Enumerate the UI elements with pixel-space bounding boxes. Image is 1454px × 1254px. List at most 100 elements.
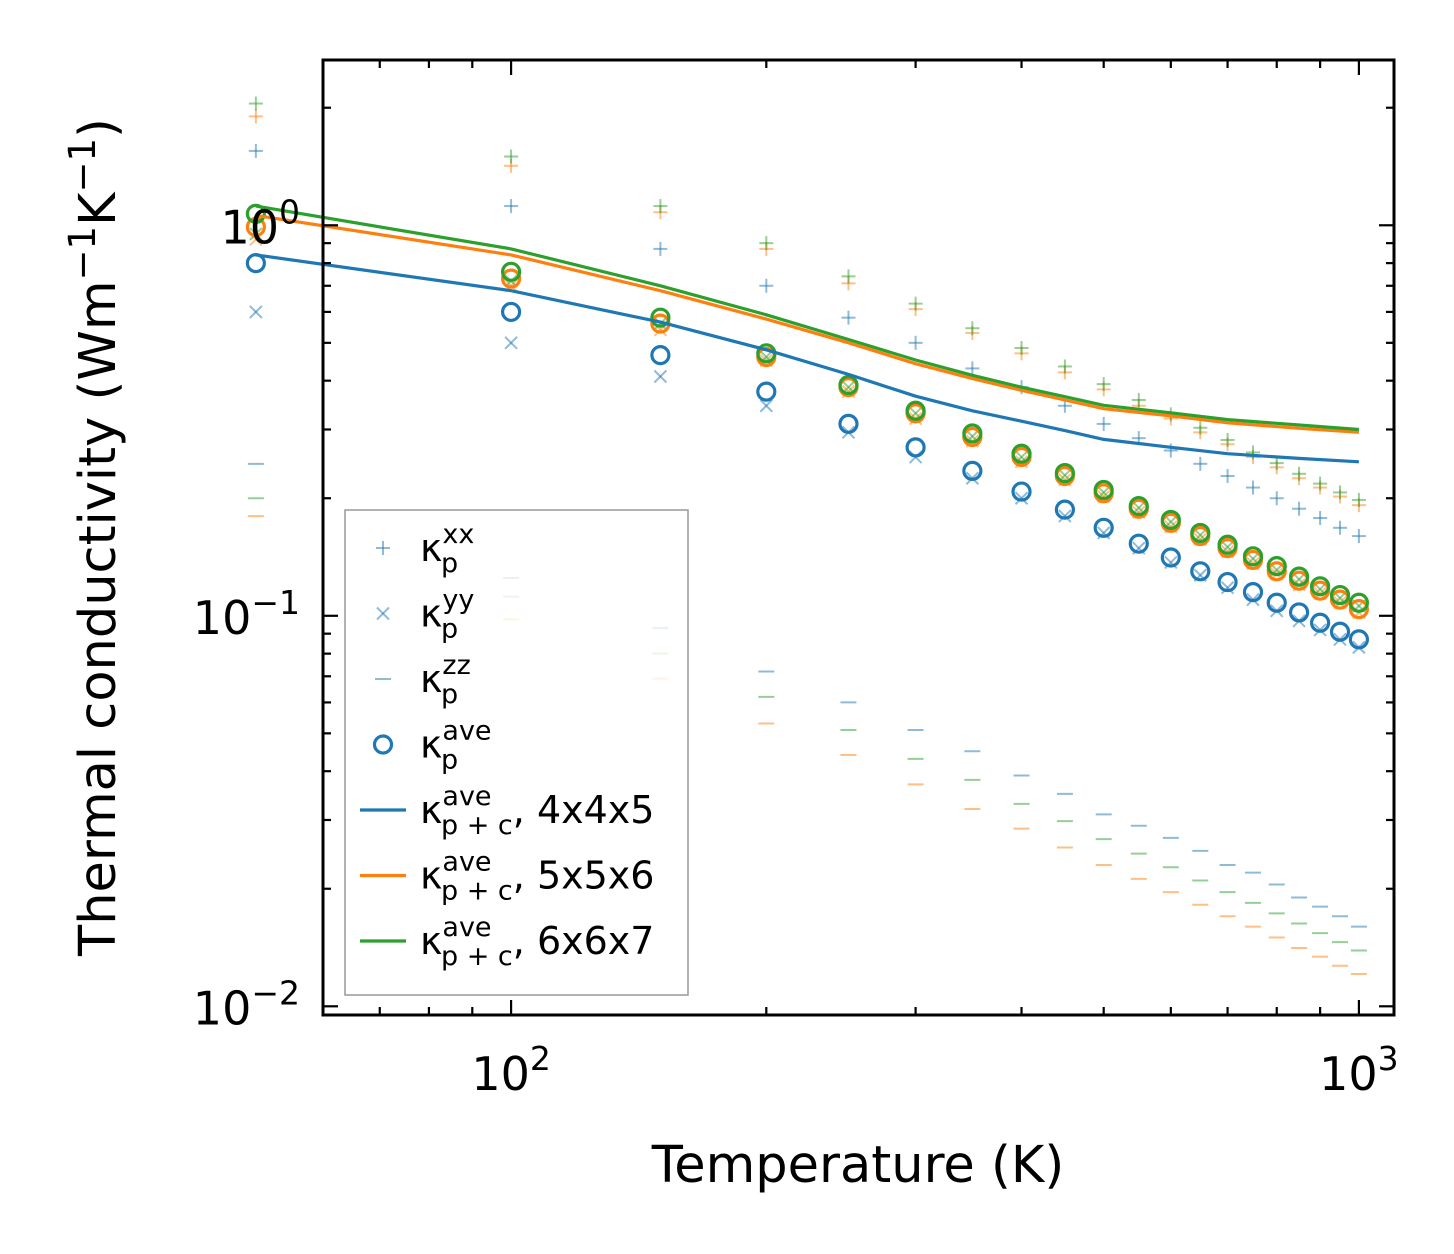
data-lines <box>255 204 1360 464</box>
point-kp_ave_4x4x5-250 <box>838 413 859 435</box>
point-kp_xx_4x4x5-150 <box>653 241 668 256</box>
point-kp_xx_4x4x5-800 <box>1269 491 1284 506</box>
legend-entry-0: κxx p <box>376 519 474 579</box>
point-kp_ave_6x6x7-900 <box>1310 576 1331 597</box>
point-kp_ave_6x6x7-700 <box>1217 534 1238 555</box>
point-kp_xx_6x6x7-700 <box>1220 432 1235 447</box>
series-kp_xx_4x4x5 <box>248 143 1366 544</box>
legend-label-1: κyy p <box>420 585 474 645</box>
point-kp_ave_5x5x6-100 <box>500 268 522 289</box>
point-kp_xx_4x4x5-1000 <box>1351 529 1366 544</box>
point-kp_ave_4x4x5-450 <box>1054 499 1075 520</box>
point-kp_xx_6x6x7-1000 <box>1351 492 1366 507</box>
point-kp_xx_6x6x7-300 <box>908 296 923 311</box>
point-kp_ave_6x6x7-950 <box>1329 584 1351 606</box>
point-kp_ave_6x6x7-500 <box>1093 479 1114 501</box>
point-kp_yy_4x4x5-200 <box>759 399 774 413</box>
point-kp_ave_6x6x7-400 <box>1011 443 1032 464</box>
point-kp_xx_4x4x5-850 <box>1292 501 1307 516</box>
point-kp_yy_4x4x5-150 <box>653 369 668 384</box>
legend-box <box>344 509 689 996</box>
legend-label-0: κxx p <box>420 519 474 579</box>
point-kp_ave_6x6x7-250 <box>838 374 859 396</box>
point-kp_ave_6x6x7-600 <box>1160 509 1181 531</box>
point-kp_xx_6x6x7-550 <box>1131 392 1146 407</box>
point-kp_xx_4x4x5-750 <box>1245 480 1260 495</box>
x-tick-label-1: 103 <box>1319 1039 1399 1101</box>
point-kp_ave_4x4x5-600 <box>1160 547 1181 568</box>
line-kpc_ave_6x6x7 <box>255 204 1360 432</box>
point-kp_xx_4x4x5-650 <box>1193 456 1208 471</box>
point-kp_ave_4x4x5-650 <box>1190 561 1211 582</box>
line-kpc_ave_5x5x6 <box>255 213 1360 434</box>
point-kp_xx_4x4x5-900 <box>1313 510 1328 525</box>
point-kp_ave_4x4x5-850 <box>1288 602 1310 623</box>
point-kp_xx_4x4x5-50 <box>248 143 263 158</box>
legend-entry-4: κave p + c, 4x4x5 <box>360 781 654 841</box>
point-kp_ave_4x4x5-300 <box>905 437 926 458</box>
point-kp_ave_6x6x7-300 <box>905 400 926 421</box>
point-kp_ave_5x5x6-1000 <box>1348 599 1370 620</box>
point-kp_xx_4x4x5-950 <box>1333 520 1348 535</box>
point-kp_xx_6x6x7-100 <box>504 149 519 164</box>
tick-labels: 102 103 100 10−1 10−2 <box>193 192 1399 1101</box>
point-kp_yy_4x4x5-100 <box>504 336 518 350</box>
y-axis-label: Thermal conductivity (Wm−1K−1) <box>61 118 128 957</box>
point-kp_yy_4x4x5-450 <box>1058 509 1072 523</box>
point-kp_ave_4x4x5-700 <box>1217 571 1238 593</box>
point-kp_ave_6x6x7-550 <box>1128 495 1149 517</box>
point-kp_xx_6x6x7-750 <box>1245 445 1260 460</box>
point-kp_xx_6x6x7-50 <box>248 96 263 111</box>
point-kp_xx_6x6x7-150 <box>653 199 668 214</box>
point-kp_ave_6x6x7-350 <box>962 423 983 444</box>
legend-label-3: κave p <box>420 716 492 776</box>
point-kp_xx_6x6x7-250 <box>841 269 856 284</box>
point-kp_xx_6x6x7-650 <box>1193 420 1208 435</box>
point-kp_ave_4x4x5-550 <box>1128 533 1149 554</box>
point-kp_yy_4x4x5-700 <box>1220 581 1235 595</box>
y-tick-label-0: 100 <box>220 192 300 254</box>
x-tick-label-0: 102 <box>471 1039 551 1101</box>
point-kp_xx_4x4x5-300 <box>908 335 923 350</box>
point-kp_ave_6x6x7-750 <box>1242 546 1264 567</box>
point-kp_xx_6x6x7-350 <box>965 321 980 336</box>
point-kp_ave_6x6x7-1000 <box>1348 592 1370 613</box>
series-kp_ave_4x4x5 <box>245 253 1370 650</box>
point-kp_ave_4x4x5-50 <box>245 253 266 274</box>
point-kp_ave_4x4x5-1000 <box>1348 629 1370 650</box>
point-kp_xx_4x4x5-250 <box>841 310 856 325</box>
point-kp_ave_4x4x5-900 <box>1310 612 1331 633</box>
point-kp_ave_4x4x5-400 <box>1011 481 1032 502</box>
point-kp_ave_4x4x5-500 <box>1093 517 1114 538</box>
point-kp_ave_4x4x5-100 <box>500 301 522 323</box>
point-kp_yy_4x4x5-50 <box>249 305 263 319</box>
point-kp_xx_6x6x7-450 <box>1057 359 1072 374</box>
legend-label-5: κave p + c, 5x5x6 <box>420 847 654 907</box>
point-kp_xx_4x4x5-100 <box>504 199 519 214</box>
point-kp_ave_6x6x7-50 <box>245 203 266 224</box>
plot-frame <box>321 58 1396 1017</box>
legend-marker-circle <box>372 734 394 755</box>
point-kp_xx_4x4x5-500 <box>1096 416 1111 431</box>
point-kp_ave_5x5x6-50 <box>245 216 266 238</box>
point-kp_ave_6x6x7-850 <box>1288 566 1310 587</box>
point-kp_xx_6x6x7-900 <box>1313 476 1328 491</box>
line-kpc_ave_4x4x5 <box>255 253 1359 464</box>
point-kp_xx_4x4x5-200 <box>759 278 774 293</box>
x-axis-label: Temperature (K) <box>651 1136 1065 1195</box>
legend-label-6: κave p + c, 6x6x7 <box>420 912 654 972</box>
legend-entry-2: κzz p <box>375 650 471 710</box>
legend-entry-1: κyy p <box>376 585 474 645</box>
point-kp_ave_4x4x5-150 <box>650 345 671 366</box>
series-kp_xx_6x6x7 <box>248 96 1366 507</box>
point-kp_ave_4x4x5-350 <box>962 460 983 481</box>
legend-label-2: κzz p <box>420 650 471 710</box>
legend-marker-x <box>376 606 390 621</box>
legend-entry-6: κave p + c, 6x6x7 <box>360 912 654 972</box>
point-kp_xx_5x5x6-50 <box>248 109 263 124</box>
point-kp_yy_4x4x5-400 <box>1014 491 1029 505</box>
point-kp_xx_6x6x7-950 <box>1333 485 1348 500</box>
